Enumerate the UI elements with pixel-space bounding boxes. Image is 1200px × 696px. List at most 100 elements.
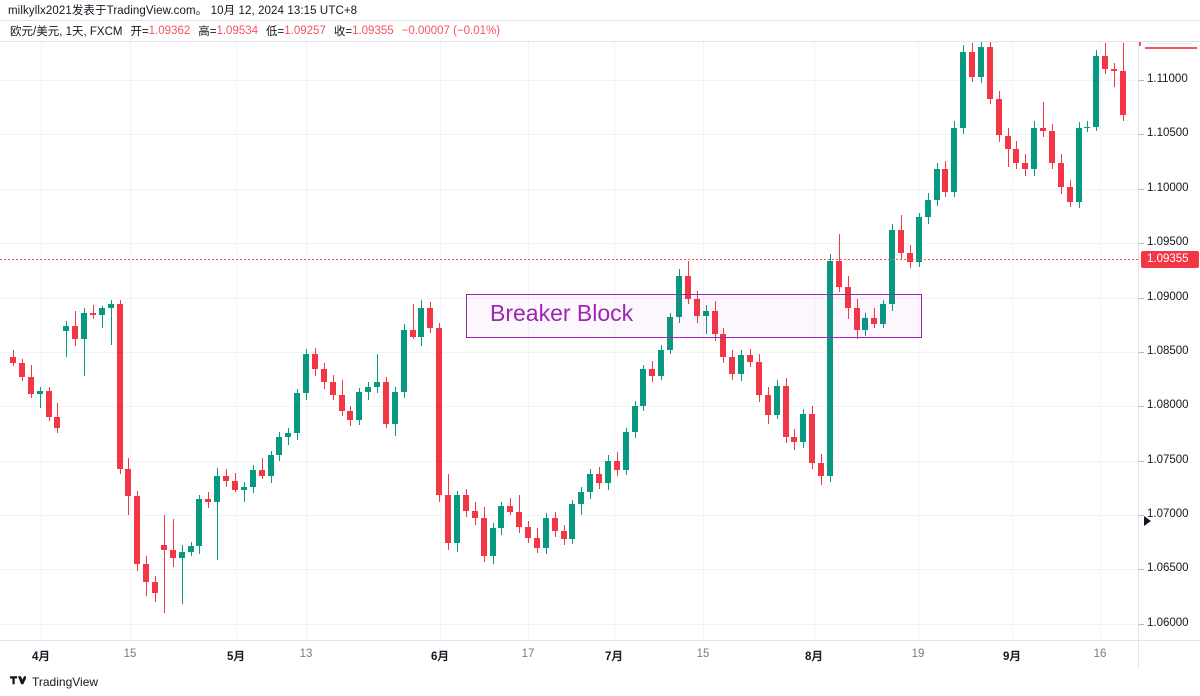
- gridline-horizontal: [0, 134, 1138, 135]
- candle-body: [356, 392, 362, 421]
- time-tick-label: 8月: [805, 651, 823, 663]
- candle-body: [427, 308, 433, 328]
- candle-body: [889, 230, 895, 305]
- tradingview-logo-text: TradingView: [32, 675, 99, 689]
- candle-body: [46, 391, 52, 418]
- price-tick-label: 1.09000: [1147, 290, 1189, 303]
- candle-body: [63, 325, 69, 332]
- time-tick-label: 15: [123, 648, 137, 660]
- candle-body: [250, 470, 256, 487]
- candle-body: [685, 275, 691, 299]
- price-tick-label: 1.08500: [1147, 344, 1189, 357]
- candle-body: [578, 492, 584, 505]
- price-tick-label: 1.07500: [1147, 453, 1189, 466]
- candle-body: [196, 498, 202, 547]
- candle-body: [410, 330, 416, 337]
- candle-body: [561, 531, 567, 539]
- candlestick-series: [0, 42, 1138, 640]
- candle-body: [925, 199, 931, 218]
- candle-wick: [93, 305, 94, 320]
- candle-body: [1005, 135, 1011, 149]
- candle-wick: [173, 519, 174, 568]
- candle-body: [1049, 131, 1055, 163]
- candle-body: [836, 260, 842, 287]
- candle-wick: [182, 545, 183, 605]
- candle-body: [232, 481, 238, 490]
- candle-wick: [706, 305, 707, 335]
- candle-body: [454, 495, 460, 544]
- candle-body: [294, 393, 300, 434]
- symbol-legend: 欧元/美元, 1天, FXCM 开= 1.09362 高= 1.09534 低= 1.…: [0, 20, 1200, 42]
- candle-body: [507, 506, 513, 512]
- gridline-vertical: [614, 42, 615, 640]
- candle-wick: [164, 514, 165, 613]
- time-tick-label: 9月: [1003, 651, 1021, 663]
- candle-wick: [413, 304, 414, 339]
- gridline-horizontal: [0, 624, 1138, 625]
- candle-body: [756, 361, 762, 396]
- candle-body: [818, 462, 824, 476]
- candle-body: [871, 318, 877, 324]
- price-change: −0.00007 (−0.01%): [401, 25, 501, 37]
- candle-body: [401, 330, 407, 393]
- symbol-title[interactable]: 欧元/美元, 1天, FXCM: [10, 26, 123, 38]
- candle-body: [54, 417, 60, 428]
- candle-body: [392, 392, 398, 424]
- candle-body: [987, 47, 993, 99]
- time-tick-label: 15: [696, 648, 710, 660]
- candle-wick: [40, 386, 41, 409]
- candle-wick: [217, 468, 218, 560]
- time-tick-label: 19: [911, 648, 925, 660]
- price-tick-mark: [1139, 461, 1144, 462]
- candle-body: [623, 432, 629, 471]
- price-tick-label: 1.07000: [1147, 507, 1189, 520]
- candle-body: [1022, 162, 1028, 170]
- candle-body: [1084, 126, 1090, 128]
- candle-body: [241, 486, 247, 490]
- gridline-vertical: [528, 42, 529, 640]
- candle-body: [383, 382, 389, 424]
- price-tick-mark: [1139, 80, 1144, 81]
- candle-body: [134, 496, 140, 564]
- gridline-vertical: [1012, 42, 1013, 640]
- candle-body: [170, 549, 176, 559]
- candle-body: [916, 217, 922, 262]
- candle-body: [525, 526, 531, 538]
- candle-wick: [377, 354, 378, 394]
- candle-body: [125, 469, 131, 497]
- chart-plot-area[interactable]: Breaker Block: [0, 42, 1138, 640]
- candle-body: [1031, 127, 1037, 170]
- open-label: 开=: [130, 26, 149, 38]
- axis-corner: [1138, 640, 1200, 668]
- candle-body: [117, 304, 123, 470]
- candle-body: [596, 473, 602, 484]
- candle-body: [800, 413, 806, 443]
- price-tick-label: 1.06000: [1147, 616, 1189, 629]
- candle-body: [205, 498, 211, 502]
- time-tick-label: 13: [299, 648, 313, 660]
- gridline-vertical: [918, 42, 919, 640]
- candle-body: [1067, 186, 1073, 202]
- breaker-block-label[interactable]: Breaker Block: [490, 300, 634, 327]
- candle-body: [534, 537, 540, 548]
- candle-body: [418, 308, 424, 337]
- candle-body: [481, 518, 487, 557]
- candle-body: [880, 304, 886, 324]
- candle-body: [1076, 127, 1082, 202]
- candle-body: [179, 551, 185, 559]
- time-tick-label: 4月: [32, 651, 50, 663]
- candle-body: [552, 518, 558, 532]
- gridline-vertical: [41, 42, 42, 640]
- price-tick-mark: [1139, 515, 1144, 516]
- candle-body: [738, 355, 744, 374]
- candle-wick: [262, 458, 263, 480]
- time-axis[interactable]: 4月 15 5月 13 6月 17 7月 15 8月 19 9月 16: [0, 640, 1138, 668]
- candle-body: [498, 506, 504, 528]
- candle-body: [791, 436, 797, 443]
- candle-body: [312, 354, 318, 370]
- attribution-text: milkyllx2021发表于TradingView.com。 10月 12, …: [8, 5, 358, 17]
- gridline-horizontal: [0, 243, 1138, 244]
- candle-body: [960, 51, 966, 128]
- candle-body: [436, 327, 442, 496]
- price-axis[interactable]: USD 1.110001.105001.100001.095001.090001…: [1138, 20, 1200, 640]
